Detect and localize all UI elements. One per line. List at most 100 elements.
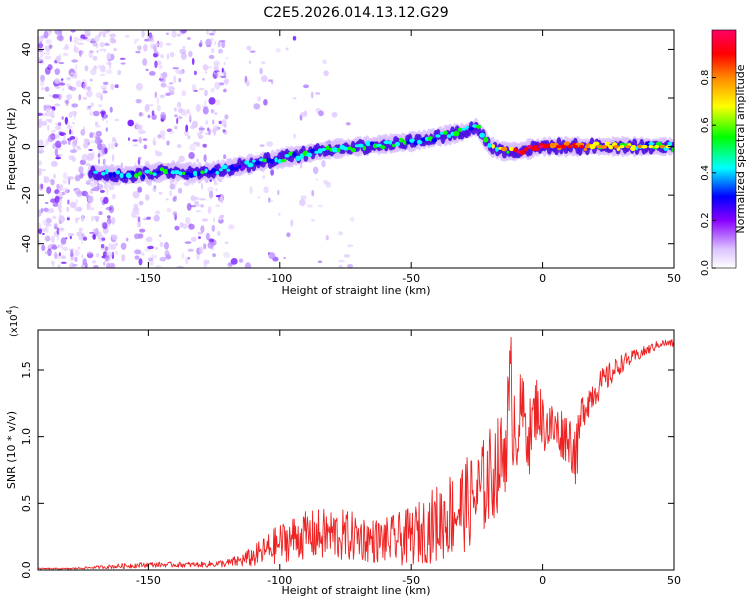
spectrogram-noise-speck — [44, 179, 52, 182]
spectrogram-noise-speck — [214, 81, 221, 90]
spectrogram-noise-speck — [155, 247, 158, 250]
spectrogram-noise-speck — [98, 104, 103, 108]
snr-background — [38, 330, 674, 570]
spectrogram-ridge-cell — [465, 125, 470, 130]
spectrogram-noise-speck — [134, 255, 140, 260]
spectrogram-x-tick-label: -50 — [402, 272, 420, 285]
spectrogram-noise-speck — [160, 82, 167, 88]
spectrogram-noise-speck — [44, 251, 48, 255]
spectrogram-noise-speck — [166, 207, 172, 213]
spectrogram-noise-speck — [72, 263, 78, 267]
spectrogram-noise-speck — [69, 35, 72, 43]
spectrogram-noise-speck — [187, 108, 190, 114]
spectrogram-noise-speck — [72, 122, 75, 125]
spectrogram-noise-speck — [71, 59, 78, 63]
spectrogram-noise-speck — [81, 215, 85, 222]
spectrogram-noise-speck — [142, 138, 148, 141]
snr-x-axis-label: Height of straight line (km) — [281, 584, 430, 597]
spectrogram-ridge-cell — [439, 131, 444, 135]
spectrogram-noise-speck — [199, 198, 206, 201]
spectrogram-noise-speck — [142, 58, 148, 66]
spectrogram-x-ticks: -150 -100 -50 0 50 — [136, 30, 681, 285]
spectrogram-ridge-cell — [527, 145, 532, 149]
spectrogram-noise-speck — [290, 219, 294, 227]
spectrogram-noise-speck — [87, 105, 92, 109]
spectrogram-noise-speck — [78, 227, 83, 232]
spectrogram-noise-speck — [106, 119, 108, 124]
spectrogram-noise-speck — [94, 66, 97, 69]
spectrogram-noise-speck — [137, 216, 141, 223]
spectrogram-noise-speck — [145, 103, 150, 112]
spectrogram-noise-speck — [325, 235, 329, 241]
spectrogram-noise-speck — [40, 34, 47, 39]
spectrogram-ridge-cell — [416, 139, 423, 145]
spectrogram-noise-speck — [166, 85, 170, 88]
spectrogram-noise-speck — [106, 215, 111, 219]
spectrogram-ridge-cell — [544, 145, 550, 149]
spectrogram-noise-speck — [82, 97, 88, 100]
spectrogram-noise-speck — [249, 50, 256, 53]
snr-series-line — [38, 337, 674, 570]
spectrogram-noise-speck — [54, 224, 58, 230]
spectrogram-noise-speck — [299, 199, 306, 207]
spectrogram-noise-speck — [47, 248, 52, 257]
spectrogram-noise-speck — [221, 119, 227, 127]
spectrogram-noise-speck — [171, 30, 177, 38]
spectrogram-noise-speck — [177, 107, 184, 114]
spectrogram-noise-speck — [95, 130, 102, 137]
spectrogram-noise-speck — [97, 183, 104, 190]
spectrogram-ridge-cell — [402, 140, 408, 145]
spectrogram-noise-speck — [73, 36, 79, 44]
spectrogram-noise-speck — [114, 139, 118, 146]
spectrogram-noise-speck — [156, 104, 161, 112]
spectrogram-noise-speck — [196, 204, 202, 207]
spectrogram-noise-speck — [86, 251, 93, 255]
spectrogram-ridge-cell — [167, 169, 172, 174]
spectrogram-noise-speck — [60, 261, 67, 264]
spectrogram-noise-speck — [59, 228, 65, 232]
spectrogram-noise-speck — [292, 35, 297, 41]
spectrogram-noise-speck — [204, 132, 210, 135]
spectrogram-noise-speck — [246, 45, 252, 51]
spectrogram-y-tick-label: -40 — [20, 235, 33, 253]
spectrogram-noise-speck — [38, 139, 44, 148]
spectrogram-noise-speck — [102, 90, 108, 94]
spectrogram-ridge-cell — [357, 143, 364, 148]
spectrogram-noise-speck — [117, 69, 122, 76]
spectrogram-noise-speck — [191, 84, 197, 92]
spectrogram-noise-speck — [52, 143, 56, 150]
spectrogram-ridge-cell — [306, 152, 313, 158]
spectrogram-noise-speck — [172, 211, 178, 216]
spectrogram-ridge-cell — [538, 145, 544, 149]
spectrogram-noise-speck — [51, 262, 55, 268]
spectrogram-noise-speck — [147, 114, 151, 119]
spectrogram-noise-speck — [154, 60, 158, 69]
spectrogram-noise-speck — [57, 264, 61, 268]
spectrogram-noise-speck — [210, 38, 214, 42]
spectrogram-ridge-cell — [457, 127, 463, 132]
spectrogram-ridge-cell — [274, 157, 278, 163]
spectrogram-noise-speck — [92, 151, 95, 157]
spectrogram-noise-speck — [78, 50, 82, 57]
spectrogram-noise-speck — [132, 191, 140, 199]
spectrogram-noise-speck — [277, 189, 280, 196]
colorbar-ticks: 0.0 0.2 0.4 0.6 0.8 — [700, 70, 716, 276]
spectrogram-noise-speck — [268, 199, 274, 203]
spectrogram-noise-speck — [69, 262, 75, 268]
spectrogram-noise-speck — [159, 130, 166, 137]
snr-x-tick-label: -150 — [136, 574, 161, 587]
spectrogram-noise-speck — [45, 176, 50, 180]
spectrogram-noise-speck — [318, 110, 324, 117]
spectrogram-noise-speck — [111, 234, 118, 240]
spectrogram-noise-speck — [54, 68, 61, 75]
spectrogram-noise-speck — [93, 264, 99, 268]
spectrogram-noise-speck — [103, 158, 107, 165]
spectrogram-noise-speck — [104, 43, 110, 46]
spectrogram-noise-speck — [262, 175, 266, 180]
spectrogram-noise-speck — [90, 215, 95, 222]
spectrogram-y-tick-label: 40 — [20, 42, 33, 56]
spectrogram-ridge-cell — [391, 144, 396, 147]
spectrogram-noise-speck — [78, 236, 83, 241]
spectrogram-ridge-cell — [292, 152, 297, 157]
spectrogram-noise-speck — [95, 125, 102, 128]
